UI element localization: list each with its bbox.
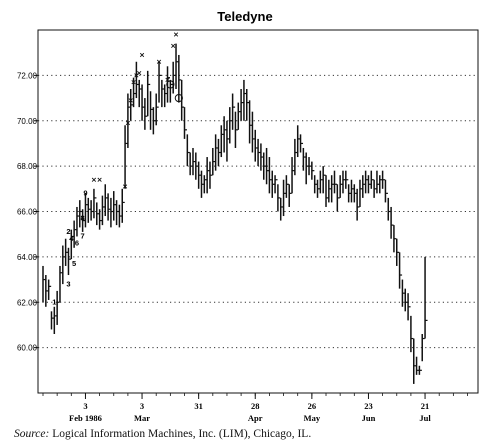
source-text: Logical Information Machines, Inc. (LIM)… (52, 428, 312, 440)
gridlines (38, 74, 478, 349)
x-month-label: Jul (419, 413, 431, 423)
x-month-label: Jun (362, 413, 376, 423)
plot-frame (37, 29, 479, 394)
x-month-label: Mar (134, 413, 150, 423)
annotations: 1 2 3 4 5 67 8 9 (52, 32, 183, 307)
y-tick-label: 70.00 (17, 117, 38, 126)
price-bars (42, 43, 428, 384)
annotation-circle (166, 80, 175, 89)
price-bar (93, 188, 97, 219)
price-bar (345, 170, 349, 189)
price-bar (299, 134, 304, 153)
x-mark-stroke (137, 70, 142, 76)
x-tick-label: 3 (83, 401, 87, 411)
price-bar (424, 256, 428, 339)
x-mark-stroke (173, 32, 179, 37)
x-tick-label: 23 (364, 401, 373, 411)
price-bar (418, 365, 422, 375)
chart-title: Teledyne (217, 9, 272, 24)
x-month-label: Apr (248, 413, 263, 423)
annotation-number: 7 (81, 232, 85, 241)
x-mark-stroke (128, 98, 133, 103)
x-mark-stroke (131, 80, 136, 85)
price-bar (231, 93, 236, 130)
annotation-number: 6 (75, 239, 79, 248)
source-label: Source: (14, 428, 50, 440)
y-tick-label: 64.00 (17, 253, 38, 262)
y-tick-label: 60.00 (17, 344, 38, 353)
annotation-number: 3 (66, 279, 70, 288)
y-tick-label: 62.00 (17, 298, 38, 307)
y-tick-label: 72.00 (17, 71, 38, 80)
price-bar (407, 293, 411, 321)
price-bar (47, 279, 52, 300)
annotation-circle (174, 93, 183, 103)
annotation-number: 1 (52, 298, 56, 307)
annotation-x-mark (97, 177, 102, 182)
y-tick-label: 66.00 (17, 208, 38, 217)
price-bar (166, 66, 171, 103)
x-tick-label: 21 (421, 401, 430, 411)
annotation-number: 5 (72, 259, 76, 268)
annotation-x-mark (125, 120, 131, 126)
x-mark-stroke (165, 77, 170, 83)
annotation-x-mark (91, 177, 97, 182)
x-mark-stroke (156, 59, 162, 64)
annotation-number: 2 (66, 227, 70, 236)
annotation-x-mark (131, 80, 136, 85)
annotation-number: 4 (69, 234, 74, 243)
x-month-label: Feb 1986 (69, 413, 102, 423)
annotation-x-mark (137, 70, 142, 76)
x-tick-label: 31 (194, 401, 203, 411)
x-mark-stroke (171, 43, 176, 48)
annotation-x-mark (122, 184, 128, 189)
x-tick-label: 28 (251, 401, 260, 411)
y-tick-label: 68.00 (17, 162, 38, 171)
annotation-x-mark (156, 59, 162, 64)
source-line: Source: Logical Information Machines, In… (14, 428, 311, 440)
x-mark-stroke (97, 177, 102, 182)
price-bar (274, 175, 278, 194)
annotation-x-mark (173, 32, 179, 37)
annotation-number: 9 (83, 189, 87, 198)
x-mark-stroke (122, 184, 128, 189)
price-bar (398, 252, 403, 289)
x-mark-stroke (139, 52, 145, 58)
chart-svg: Teledyne 60.00 62.00 64.00 66.00 68.00 70.00 7… (17, 9, 479, 423)
x-mark-stroke (91, 177, 97, 182)
price-bar (183, 107, 188, 139)
annotation-number: 8 (81, 214, 85, 223)
price-bar (158, 61, 162, 103)
annotation-x-mark (128, 98, 133, 103)
x-tick-label: 26 (308, 401, 317, 411)
price-bar (146, 70, 151, 117)
price-bar (384, 179, 388, 203)
annotation-x-mark (139, 52, 145, 58)
price-bar (155, 93, 159, 126)
x-mark-stroke (125, 120, 131, 126)
price-bar (121, 188, 125, 223)
x-month-label: May (304, 413, 321, 423)
price-bar (311, 161, 315, 180)
annotation-x-mark (171, 43, 176, 48)
x-axis: 3 Feb 1986 3 Mar 31 28 Apr 26 May 23 Jun 21 Jul (42, 393, 468, 423)
y-axis-labels: 60.00 62.00 64.00 66.00 68.00 70.00 72.00 (17, 71, 38, 353)
x-tick-label: 3 (140, 401, 144, 411)
